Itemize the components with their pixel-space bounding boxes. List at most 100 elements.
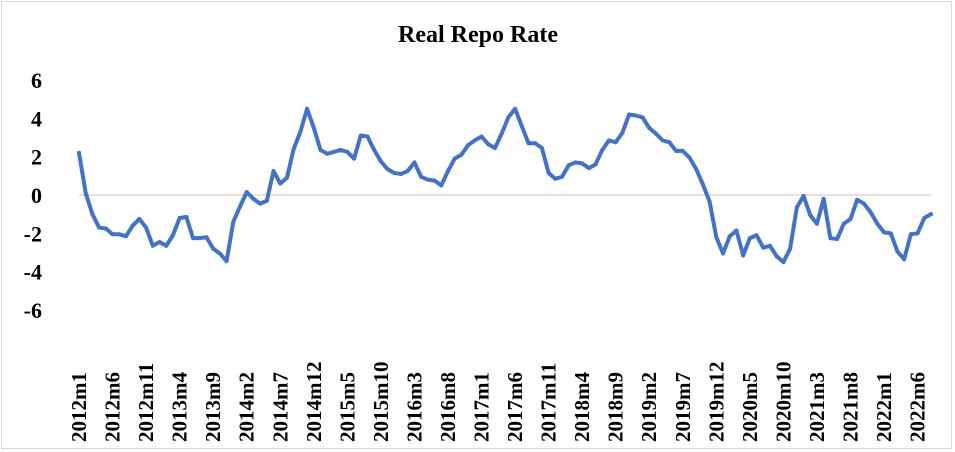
data-point — [868, 210, 873, 215]
data-point — [399, 171, 404, 176]
data-point — [660, 138, 665, 143]
data-point — [674, 148, 679, 153]
data-point — [157, 239, 162, 244]
data-point — [137, 216, 142, 221]
data-point — [875, 221, 880, 226]
data-point — [640, 115, 645, 120]
data-point — [774, 254, 779, 259]
data-point — [439, 183, 444, 188]
x-tick-label: 2022m6 — [906, 372, 930, 442]
data-point — [298, 129, 303, 134]
y-tick-label: -4 — [24, 260, 42, 285]
data-point — [97, 225, 102, 230]
data-point — [593, 162, 598, 167]
data-point — [486, 142, 491, 147]
data-point — [445, 169, 450, 174]
data-point — [291, 147, 296, 151]
x-tick-label: 2015m5 — [335, 372, 359, 442]
data-point — [647, 125, 652, 130]
data-point — [627, 112, 632, 117]
data-point — [714, 235, 719, 240]
x-tick-label: 2021m3 — [805, 372, 829, 442]
data-point — [841, 221, 846, 226]
y-axis-ticks: 6 4 2 0 -2 -4 -6 — [24, 68, 42, 323]
data-point — [184, 215, 189, 220]
y-tick-label: 6 — [31, 68, 42, 93]
data-point — [244, 190, 249, 195]
data-point — [888, 231, 893, 236]
data-point — [90, 212, 95, 217]
x-tick-label: 2018m9 — [604, 372, 628, 442]
data-point — [378, 159, 383, 164]
data-point — [130, 223, 135, 228]
x-tick-label: 2016m8 — [436, 372, 460, 442]
data-point — [902, 257, 907, 262]
data-point — [653, 131, 658, 136]
x-tick-label: 2016m3 — [402, 372, 426, 442]
data-point — [217, 251, 222, 256]
data-point — [908, 232, 913, 237]
x-tick-label: 2012m11 — [134, 363, 158, 442]
data-point — [848, 216, 853, 221]
data-point — [425, 177, 430, 182]
x-tick-label: 2014m7 — [268, 372, 292, 442]
data-point — [177, 216, 182, 220]
data-point — [821, 196, 826, 201]
data-point — [466, 143, 471, 148]
data-point — [325, 151, 330, 156]
series-points — [77, 106, 933, 265]
data-point — [123, 234, 128, 239]
data-point — [110, 232, 115, 237]
data-point — [311, 125, 316, 130]
x-tick-label: 2018m4 — [570, 372, 594, 442]
data-point — [278, 181, 283, 186]
x-tick-label: 2012m1 — [67, 372, 91, 442]
data-point — [586, 166, 591, 171]
data-point — [385, 167, 390, 172]
data-point — [680, 148, 685, 153]
x-tick-label: 2017m6 — [503, 372, 527, 442]
data-point — [164, 243, 169, 248]
x-tick-label: 2020m10 — [771, 362, 795, 443]
data-point — [539, 146, 544, 151]
data-point — [922, 216, 927, 220]
x-axis-ticks: 2012m1 2012m6 2012m11 2013m4 2013m9 2014m2 201… — [67, 362, 930, 443]
y-tick-label: 4 — [31, 106, 42, 131]
x-tick-label: 2014m12 — [302, 362, 326, 443]
data-point — [687, 155, 692, 160]
x-tick-label: 2017m1 — [470, 372, 494, 442]
y-tick-label: -2 — [24, 221, 42, 246]
data-point — [392, 170, 397, 175]
data-point — [754, 233, 759, 238]
data-point — [761, 245, 766, 250]
data-point — [211, 246, 216, 251]
data-point — [801, 193, 806, 198]
data-point — [747, 236, 752, 241]
data-point — [305, 106, 310, 111]
data-point — [721, 251, 726, 256]
data-point — [459, 152, 464, 157]
data-point — [814, 221, 819, 226]
data-point — [345, 149, 350, 154]
data-point — [560, 174, 565, 179]
data-point — [781, 260, 786, 265]
x-tick-label: 2019m2 — [637, 372, 661, 442]
x-tick-label: 2017m11 — [537, 363, 561, 442]
x-tick-label: 2013m4 — [168, 372, 192, 442]
data-point — [231, 219, 236, 224]
data-point — [707, 199, 712, 204]
data-point — [479, 134, 484, 139]
data-point — [741, 253, 746, 258]
x-tick-label: 2014m2 — [235, 372, 259, 442]
data-point — [472, 138, 477, 143]
data-point — [150, 243, 155, 248]
data-point — [224, 259, 229, 264]
data-point — [372, 147, 377, 152]
data-point — [727, 234, 732, 239]
data-point — [144, 225, 149, 230]
y-tick-label: 0 — [31, 183, 42, 208]
data-point — [794, 205, 799, 210]
data-point — [882, 230, 887, 235]
data-point — [499, 131, 504, 136]
